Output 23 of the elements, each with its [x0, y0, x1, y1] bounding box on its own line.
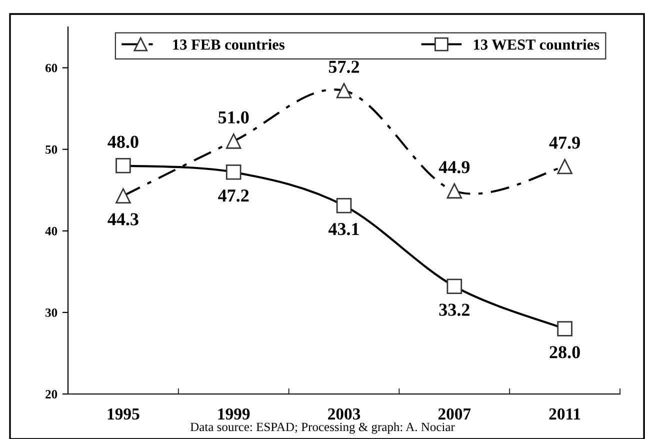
- data-label: 48.0: [108, 136, 138, 148]
- y-tick-label: 30: [46, 308, 58, 317]
- source-note: Data source: ESPAD; Processing & graph: A. Nociar: [190, 422, 455, 434]
- legend-label: 13 FEB countries: [173, 39, 284, 50]
- data-label: 57.2: [328, 60, 360, 73]
- data-label: 51.0: [218, 111, 249, 124]
- data-label: 44.3: [108, 213, 138, 226]
- x-tick-label: 2003: [328, 408, 360, 420]
- x-tick-label: 1999: [218, 408, 250, 420]
- y-tick-label: 40: [45, 226, 58, 236]
- data-label: 47.2: [218, 190, 249, 202]
- data-label: 28.0: [550, 346, 580, 358]
- y-tick-label: 50: [46, 145, 58, 154]
- x-tick-label: 1995: [108, 408, 140, 420]
- y-tick-label: 20: [46, 390, 58, 398]
- data-label: 33.2: [439, 304, 470, 316]
- data-label: 44.9: [438, 161, 470, 174]
- data-label: 43.1: [328, 222, 359, 236]
- y-tick-label: 60: [46, 64, 58, 72]
- x-tick-label: 2007: [438, 408, 471, 420]
- data-label: 47.9: [549, 136, 580, 149]
- legend-label: 13 WEST countries: [474, 39, 600, 50]
- x-tick-label: 2011: [549, 408, 580, 420]
